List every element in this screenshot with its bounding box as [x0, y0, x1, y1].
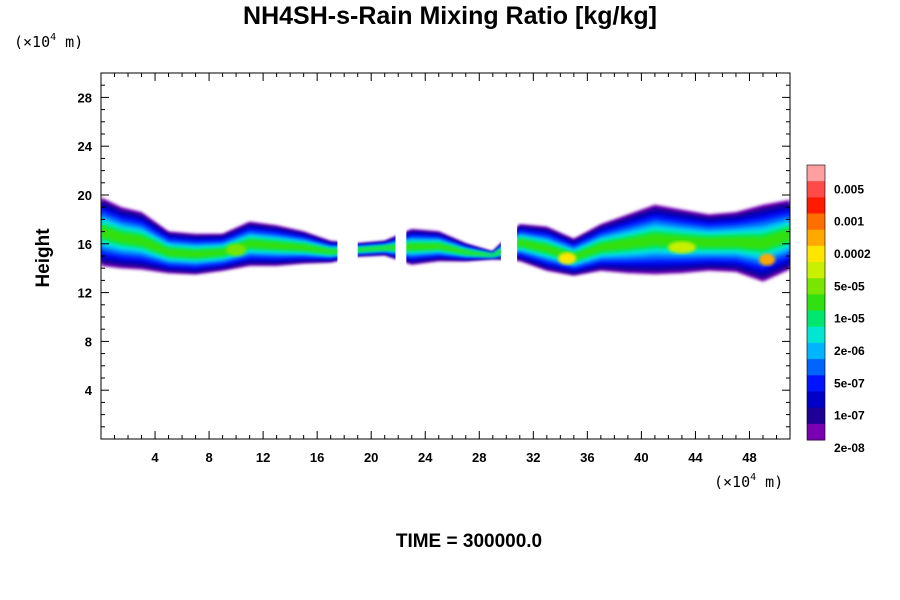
- x-tick-label: 8: [205, 450, 212, 465]
- colorbar-swatch: [807, 294, 825, 312]
- x-axis: 4 8 12 16 20 24 28 32 36 40 44 48: [114, 73, 777, 465]
- colorbar-swatch: [807, 245, 825, 263]
- colorbar-swatch: [807, 342, 825, 360]
- contour-layer: [101, 225, 790, 261]
- colorbar: 0.005 0.001 0.0002 5e-05 1e-05 2e-06 5e-07 1e-0…: [806, 164, 871, 455]
- x-axis-unit: (×104 m): [714, 472, 784, 491]
- colorbar-label: 1e-05: [834, 312, 865, 326]
- colorbar-label: 5e-07: [834, 376, 865, 390]
- colorbar-label: 0.0002: [834, 247, 871, 261]
- colorbar-label: 2e-06: [834, 344, 865, 358]
- colorbar-swatch: [807, 326, 825, 344]
- colorbar-swatch: [807, 278, 825, 295]
- colorbar-swatch: [807, 407, 825, 425]
- y-axis-unit: (×104 m): [14, 32, 84, 51]
- colorbar-label: 1e-07: [834, 409, 865, 423]
- colorbar-swatch: [807, 165, 825, 182]
- x-tick-label: 32: [526, 450, 540, 465]
- colorbar-swatch: [807, 375, 825, 392]
- y-tick-label: 4: [85, 383, 93, 398]
- colorbar-swatch: [807, 229, 825, 247]
- contour-core: [226, 243, 247, 256]
- y-tick-label: 24: [78, 139, 93, 154]
- cloud-gap: [500, 195, 518, 281]
- contour-layer: [101, 222, 790, 262]
- y-axis: 4 8 12 16 20 24 28: [78, 84, 790, 428]
- colorbar-swatch: [807, 262, 825, 279]
- y-tick-label: 8: [85, 334, 92, 349]
- colorbar-swatch: [807, 423, 825, 441]
- x-tick-label: 24: [418, 450, 433, 465]
- contour-core: [558, 252, 577, 265]
- y-tick-label: 20: [78, 188, 92, 203]
- cloud-gap: [395, 195, 407, 281]
- contour-layer: [101, 219, 790, 264]
- time-label: TIME = 300000.0: [395, 531, 543, 552]
- mixing-ratio-field: [101, 195, 790, 282]
- x-tick-label: 12: [256, 450, 270, 465]
- y-tick-label: 28: [78, 90, 92, 105]
- x-tick-label: 20: [364, 450, 378, 465]
- colorbar-label: 0.001: [834, 215, 864, 229]
- colorbar-swatch: [807, 310, 825, 328]
- cloud-gap: [337, 195, 358, 281]
- x-tick-label: 48: [742, 450, 756, 465]
- x-tick-label: 40: [634, 450, 648, 465]
- colorbar-swatch: [807, 213, 825, 231]
- x-tick-label: 16: [310, 450, 324, 465]
- colorbar-swatch: [807, 181, 825, 198]
- colorbar-swatch: [807, 359, 825, 376]
- x-tick-label: 36: [580, 450, 594, 465]
- colorbar-swatch: [807, 391, 825, 409]
- colorbar-label: 2e-08: [834, 441, 865, 455]
- x-tick-label: 28: [472, 450, 486, 465]
- colorbar-label: 5e-05: [834, 279, 865, 293]
- y-axis-label: Height: [33, 228, 54, 288]
- colorbar-label: 0.005: [834, 182, 864, 196]
- colorbar-swatch: [807, 197, 825, 215]
- x-tick-label: 44: [688, 450, 703, 465]
- y-tick-label: 12: [78, 286, 92, 301]
- contour-core: [667, 241, 696, 254]
- colorbar-frame: [806, 164, 826, 441]
- chart-title: NH4SH-s-Rain Mixing Ratio [kg/kg]: [243, 2, 657, 30]
- x-tick-label: 4: [151, 450, 159, 465]
- contour-core: [759, 253, 776, 266]
- y-tick-label: 16: [78, 237, 92, 252]
